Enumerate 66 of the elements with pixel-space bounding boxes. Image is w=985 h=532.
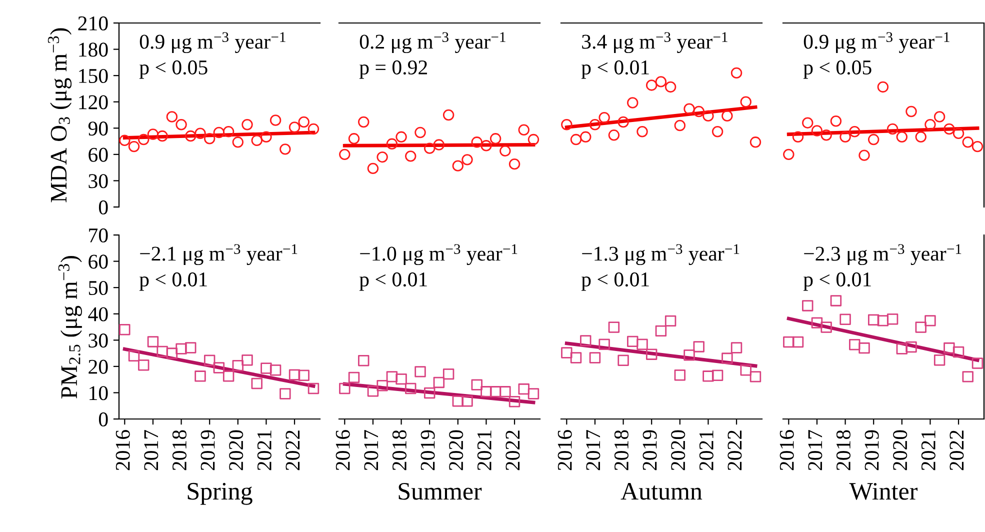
y-tick-label: 70 [89, 228, 108, 242]
x-tick-label: 2018 [392, 430, 406, 470]
y-tick-label: 10 [90, 386, 108, 400]
x-tick-label: 2016 [116, 430, 130, 470]
x-tick-label: 2022 [950, 430, 964, 470]
x-tick-label: 2020 [449, 430, 464, 470]
x-tick-label: 2019 [200, 430, 215, 470]
x-tick-label: 2019 [420, 430, 435, 470]
y-tick-label: 20 [88, 360, 108, 374]
y-tick-label: 60 [88, 254, 108, 269]
y-tick-label: 30 [88, 334, 108, 348]
x-tick-label: 2017 [144, 430, 158, 470]
x-tick-label: 2016 [558, 430, 572, 470]
x-tick-label: 2017 [808, 430, 822, 470]
y-tick-label: 120 [79, 95, 108, 110]
x-tick-label: 2022 [506, 430, 520, 470]
x-tick-label: 2017 [586, 430, 600, 470]
y-tick-label: 60 [88, 148, 108, 162]
annotation: p < 0.01 [359, 272, 427, 291]
annotation: p < 0.05 [803, 60, 872, 79]
annotation: −2.3 μg m$^{−3}$ year$^{−1}$ [804, 244, 962, 266]
x-tick-label: 2019 [864, 430, 879, 470]
annotation: p = 0.92 [359, 60, 427, 79]
x-tick-label: 2019 [642, 430, 657, 470]
x-tick-label: 2018 [614, 430, 628, 470]
annotation: p < 0.01 [581, 60, 649, 79]
annotation: 3.4 μg m$^{−3}$ year$^{−1}$ [582, 32, 728, 54]
y-tick-label: 90 [88, 122, 108, 136]
x-tick-label: 2022 [286, 430, 300, 470]
y-tick-label: 180 [79, 42, 108, 57]
y-tick-label: 0 [98, 412, 108, 426]
x-axis-title: Summer [398, 482, 482, 500]
x-axis-title: Spring [188, 482, 252, 505]
annotation: 0.9 μg m$^{−3}$ year$^{−1}$ [140, 32, 286, 54]
annotation: p < 0.01 [581, 272, 649, 291]
x-tick-label: 2016 [780, 430, 794, 470]
annotation: p < 0.05 [139, 60, 208, 79]
x-tick-label: 2020 [229, 430, 244, 470]
x-tick-label: 2020 [893, 430, 908, 470]
y-tick-label: 30 [88, 174, 108, 188]
y-tick-label: 50 [88, 280, 108, 296]
y-axis-title: PM$_{2.5}$ (μg m$^{−3}$) [58, 256, 82, 398]
annotation: −2.1 μg m$^{−3}$ year$^{−1}$ [140, 244, 298, 266]
x-tick-label: 2018 [172, 430, 186, 470]
x-tick-label: 2017 [364, 430, 378, 470]
x-axis-title: Autumn [620, 483, 702, 500]
annotation: 0.2 μg m$^{−3}$ year$^{−1}$ [360, 32, 506, 54]
annotation: p < 0.01 [139, 272, 207, 291]
x-tick-label: 2022 [728, 430, 742, 470]
x-axis-title: Winter [849, 482, 918, 500]
x-tick-label: 2021 [477, 430, 492, 470]
x-tick-label: 2021 [921, 430, 936, 470]
annotation: p < 0.01 [803, 272, 871, 291]
x-tick-label: 2020 [671, 430, 686, 470]
x-tick-label: 2021 [257, 430, 272, 470]
annotation: −1.0 μg m$^{−3}$ year$^{−1}$ [360, 244, 518, 266]
annotation: −1.3 μg m$^{−3}$ year$^{−1}$ [582, 244, 740, 266]
y-axis-title: MDA O$_{3}$ (μg m$^{−3}$) [48, 28, 72, 202]
annotation: 0.9 μg m$^{−3}$ year$^{−1}$ [804, 32, 950, 54]
y-tick-label: 210 [78, 16, 108, 30]
x-tick-label: 2016 [336, 430, 350, 470]
y-tick-label: 0 [98, 200, 108, 214]
y-tick-label: 40 [88, 307, 108, 322]
x-tick-label: 2021 [699, 430, 714, 470]
y-tick-label: 150 [79, 68, 108, 84]
x-tick-label: 2018 [836, 430, 850, 470]
